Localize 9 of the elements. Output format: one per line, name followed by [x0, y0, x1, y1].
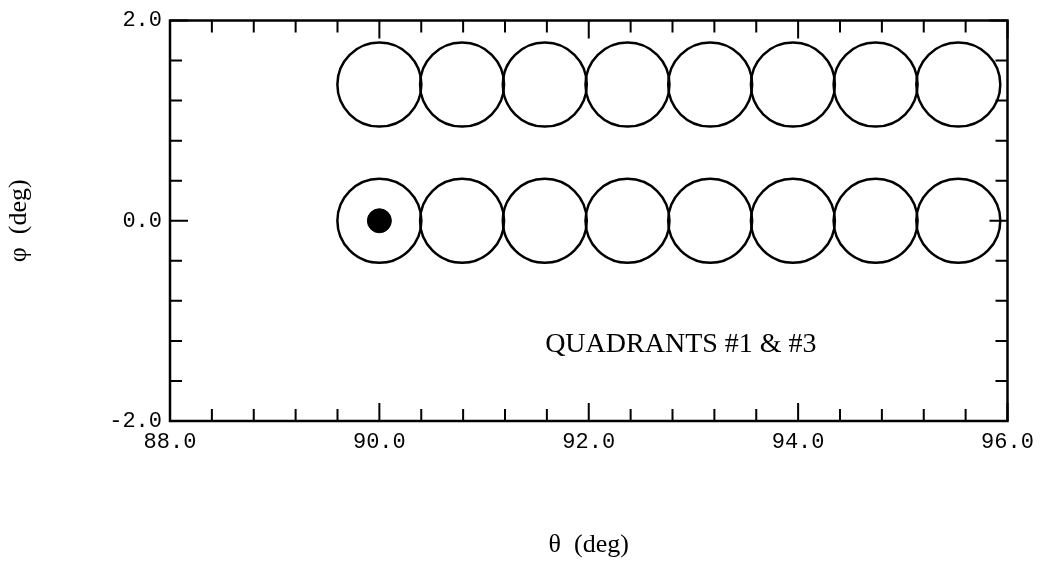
y-axis-title: φ (deg) [3, 179, 33, 263]
annotation: QUADRANTS #1 & #3 [545, 327, 817, 359]
y-tick-label: 0.0 [122, 208, 162, 234]
x-tick-label: 92.0 [562, 430, 616, 456]
x-tick-label: 90.0 [352, 430, 406, 456]
x-tick-label: 96.0 [981, 430, 1034, 456]
x-tick-label: 94.0 [771, 430, 825, 456]
x-axis-title: θ (deg) [548, 529, 629, 559]
y-tick-label: 2.0 [122, 8, 162, 34]
